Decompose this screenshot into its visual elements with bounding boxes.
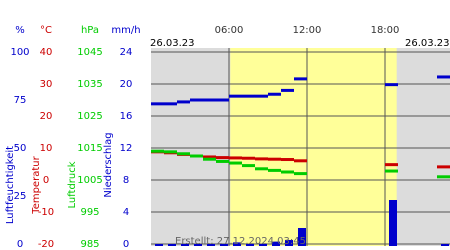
- x-tick-label: 12:00: [293, 25, 322, 36]
- precip-bar: [246, 244, 254, 246]
- y-tick-label: -10: [38, 207, 54, 218]
- y-tick-label: 0: [17, 239, 23, 250]
- y-tick-label: 995: [80, 207, 99, 218]
- precip-bar: [259, 244, 267, 246]
- y-tick-label: 20: [120, 79, 133, 90]
- y-tick-label: 50: [14, 143, 27, 154]
- precip-bar: [181, 244, 189, 246]
- axis-label: Temperatur: [31, 155, 42, 214]
- precip-bar: [298, 228, 306, 246]
- y-tick-label: 1005: [77, 175, 102, 186]
- precip-bar: [285, 240, 293, 246]
- precip-bar: [168, 244, 176, 246]
- y-tick-label: 1035: [77, 79, 102, 90]
- y-tick-label: 10: [40, 143, 53, 154]
- y-tick-label: 16: [120, 111, 133, 122]
- end-date: 26.03.23: [405, 38, 450, 49]
- x-tick-label: 18:00: [371, 25, 400, 36]
- axis-unit: °C: [40, 25, 52, 36]
- x-tick-label: 06:00: [215, 25, 244, 36]
- precip-bar: [389, 200, 397, 246]
- y-tick-label: 75: [14, 95, 27, 106]
- axis-label: Niederschlag: [103, 132, 114, 197]
- precip-bar: [155, 244, 163, 246]
- precip-bar: [194, 244, 202, 246]
- y-tick-label: 20: [40, 111, 53, 122]
- y-tick-label: 985: [80, 239, 99, 250]
- y-tick-label: 1025: [77, 111, 102, 122]
- precip-bar: [233, 242, 241, 246]
- precip-bar: [220, 244, 228, 246]
- y-tick-label: 8: [123, 175, 129, 186]
- axis-unit: %: [15, 25, 25, 36]
- y-tick-label: 24: [120, 47, 133, 58]
- precip-bar: [207, 244, 215, 246]
- y-tick-label: 4: [123, 207, 129, 218]
- axis-label: Luftfeuchtigkeit: [5, 146, 16, 224]
- footer: Erstellt: 27.12.2024 03:45: [175, 236, 306, 247]
- y-tick-label: 25: [14, 191, 27, 202]
- start-date: 26.03.23: [150, 38, 195, 49]
- axis-unit: hPa: [81, 25, 99, 36]
- daylight-band: [230, 48, 397, 246]
- y-tick-label: 1045: [77, 47, 102, 58]
- y-tick-label: 30: [40, 79, 53, 90]
- y-tick-label: -20: [38, 239, 54, 250]
- axis-unit: mm/h: [111, 25, 140, 36]
- y-tick-label: 1015: [77, 143, 102, 154]
- axis-label: Luftdruck: [67, 161, 78, 208]
- y-tick-label: 100: [10, 47, 29, 58]
- y-tick-label: 0: [123, 239, 129, 250]
- y-tick-label: 12: [120, 143, 133, 154]
- y-tick-label: 0: [43, 175, 49, 186]
- precip-bar: [441, 244, 449, 246]
- precip-bar: [272, 241, 280, 246]
- y-tick-label: 40: [40, 47, 53, 58]
